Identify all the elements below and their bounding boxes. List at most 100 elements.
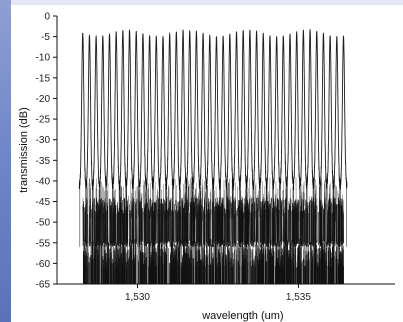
noise-mark bbox=[107, 264, 108, 284]
noise-mark bbox=[156, 245, 158, 284]
noise-mark bbox=[150, 241, 151, 284]
noise-mark bbox=[288, 253, 290, 284]
axes bbox=[53, 15, 395, 288]
noise-mark bbox=[160, 248, 161, 284]
channel-trace-34 bbox=[299, 29, 308, 247]
noise-mark bbox=[312, 259, 313, 284]
y-tick-label: -60 bbox=[36, 259, 51, 270]
noise-mark bbox=[292, 256, 293, 284]
noise-mark bbox=[326, 242, 328, 284]
noise-mark bbox=[292, 242, 294, 284]
noise-mark bbox=[87, 265, 89, 284]
noise-mark bbox=[217, 263, 218, 284]
channel-trace-3 bbox=[92, 35, 101, 247]
noise-mark bbox=[338, 255, 340, 284]
noise-mark bbox=[172, 252, 174, 284]
noise-mark bbox=[238, 265, 240, 284]
noise-mark bbox=[140, 252, 141, 284]
noise-mark bbox=[106, 262, 108, 284]
noise-mark bbox=[303, 258, 304, 284]
noise-mark bbox=[336, 261, 337, 284]
noise-mark bbox=[297, 265, 298, 284]
noise-mark bbox=[284, 251, 286, 284]
noise-mark bbox=[278, 240, 280, 284]
noise-mark bbox=[168, 248, 169, 284]
noise-mark bbox=[266, 262, 268, 284]
channel-curve bbox=[339, 35, 348, 190]
noise-mark bbox=[237, 242, 238, 284]
channel-curve bbox=[252, 30, 261, 190]
channel-trace-19 bbox=[199, 32, 208, 247]
noise-mark bbox=[113, 262, 115, 284]
noise-mark bbox=[306, 261, 307, 284]
noise-mark bbox=[224, 255, 226, 284]
x-tick-label: 1,535 bbox=[286, 292, 311, 303]
noise-mark bbox=[190, 249, 192, 284]
noise-mark bbox=[111, 252, 112, 284]
noise-mark bbox=[175, 244, 177, 284]
noise-mark bbox=[110, 240, 112, 284]
channel-trace-14 bbox=[165, 32, 174, 247]
x-tick-label: 1,530 bbox=[125, 292, 150, 303]
channel-curve bbox=[78, 32, 87, 190]
noise-mark bbox=[117, 247, 118, 284]
noise-mark bbox=[304, 266, 306, 284]
noise-mark bbox=[242, 260, 244, 284]
noise-mark bbox=[201, 247, 203, 284]
noise-mark bbox=[333, 265, 334, 284]
noise-mark bbox=[321, 258, 323, 284]
noise-mark bbox=[102, 259, 104, 284]
noise-mark bbox=[318, 248, 319, 284]
noise-mark bbox=[213, 262, 214, 284]
noise-mark bbox=[270, 256, 272, 284]
noise-mark bbox=[180, 267, 182, 284]
noise-mark bbox=[251, 249, 253, 284]
noise-mark bbox=[219, 267, 221, 284]
transmission-chart: 0 -5 -10 -15 -20 -25 -30 -35 -40 -45 -50 -55 -60 -65 1… bbox=[18, 12, 395, 322]
channel-trace-6 bbox=[112, 31, 121, 247]
noise-mark bbox=[84, 254, 85, 284]
noise-mark bbox=[95, 250, 97, 284]
channel-trace-12 bbox=[152, 35, 161, 247]
noise-mark bbox=[170, 254, 171, 284]
noise-mark bbox=[153, 240, 155, 284]
noise-mark bbox=[268, 245, 270, 284]
noise-mark bbox=[154, 240, 155, 284]
noise-mark bbox=[143, 263, 145, 284]
noise-mark bbox=[104, 244, 105, 284]
noise-mark bbox=[226, 265, 227, 284]
noise-mark bbox=[195, 260, 196, 284]
channel-trace-24 bbox=[232, 31, 241, 247]
noise-mark bbox=[158, 245, 160, 284]
channel-curve bbox=[165, 32, 174, 191]
noise-mark bbox=[98, 246, 99, 284]
noise-mark bbox=[301, 246, 302, 284]
y-tick-label: -45 bbox=[36, 197, 51, 208]
noise-mark bbox=[177, 259, 178, 284]
noise-mark bbox=[105, 261, 107, 284]
noise-mark bbox=[185, 251, 187, 284]
noise-mark bbox=[277, 262, 279, 284]
noise-mark bbox=[231, 258, 232, 284]
noise-mark bbox=[303, 246, 305, 284]
noise-mark bbox=[156, 251, 157, 284]
channel-curve bbox=[326, 35, 335, 190]
noise-mark bbox=[279, 265, 281, 284]
channel-curve bbox=[225, 33, 234, 191]
noise-mark bbox=[163, 264, 164, 284]
noise-mark bbox=[274, 266, 276, 284]
noise-mark bbox=[316, 245, 317, 284]
noise-mark bbox=[198, 246, 199, 284]
noise-mark bbox=[127, 244, 128, 284]
channel-curve bbox=[332, 36, 341, 190]
noise-mark bbox=[107, 239, 108, 284]
noise-mark bbox=[116, 267, 117, 284]
noise-mark bbox=[193, 245, 195, 284]
y-tick-label: -50 bbox=[36, 218, 51, 229]
noise-mark bbox=[103, 243, 105, 284]
y-tick-label: -40 bbox=[36, 176, 51, 187]
noise-mark bbox=[227, 246, 228, 284]
noise-mark bbox=[205, 259, 207, 284]
noise-mark bbox=[134, 239, 136, 284]
channel-trace-39 bbox=[332, 36, 341, 247]
